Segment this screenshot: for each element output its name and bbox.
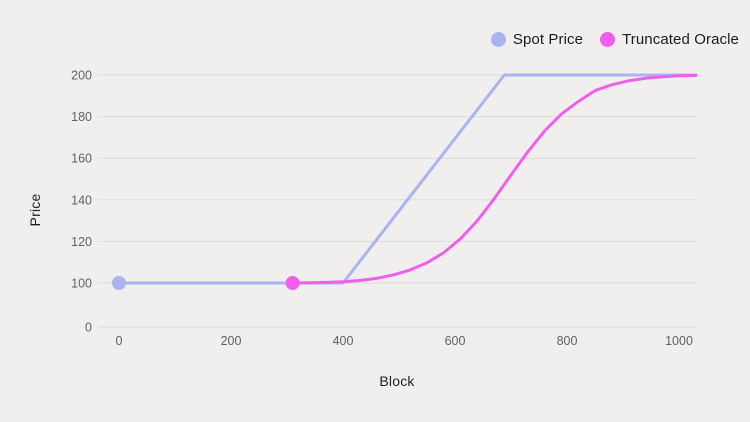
y-tick-label-180: 180 [71, 110, 92, 124]
truncated-oracle-start-marker [285, 276, 300, 290]
x-tick-label-0: 0 [116, 334, 123, 348]
legend-label-truncated-oracle: Truncated Oracle [622, 31, 739, 48]
x-tick-label-400: 400 [333, 334, 354, 348]
x-tick-label-600: 600 [445, 334, 466, 348]
truncated-oracle-legend-dot [600, 32, 616, 47]
x-tick-label-1000: 1000 [665, 334, 693, 348]
y-tick-label-200: 200 [71, 69, 92, 83]
x-tick-label-800: 800 [557, 334, 578, 348]
y-axis-title: Price [27, 193, 43, 227]
spot-price-line [117, 73, 698, 285]
y-tick-label-0: 0 [85, 321, 92, 335]
spot-price-legend-dot [490, 32, 506, 47]
chart-legend: Spot Price Truncated Oracle [490, 31, 739, 48]
y-tick-label-120: 120 [71, 235, 92, 249]
x-axis-title: Block [379, 373, 415, 389]
legend-item-truncated-oracle[interactable]: Truncated Oracle [600, 31, 739, 48]
y-tick-label-140: 140 [71, 193, 92, 207]
legend-label-spot-price: Spot Price [512, 31, 584, 48]
spot-price-start-marker [112, 276, 126, 290]
y-tick-label-160: 160 [71, 152, 92, 166]
y-tick-label-100: 100 [71, 277, 92, 291]
legend-item-spot-price[interactable]: Spot Price [490, 31, 584, 48]
x-tick-label-200: 200 [221, 334, 242, 348]
truncated-oracle-line [291, 73, 698, 285]
